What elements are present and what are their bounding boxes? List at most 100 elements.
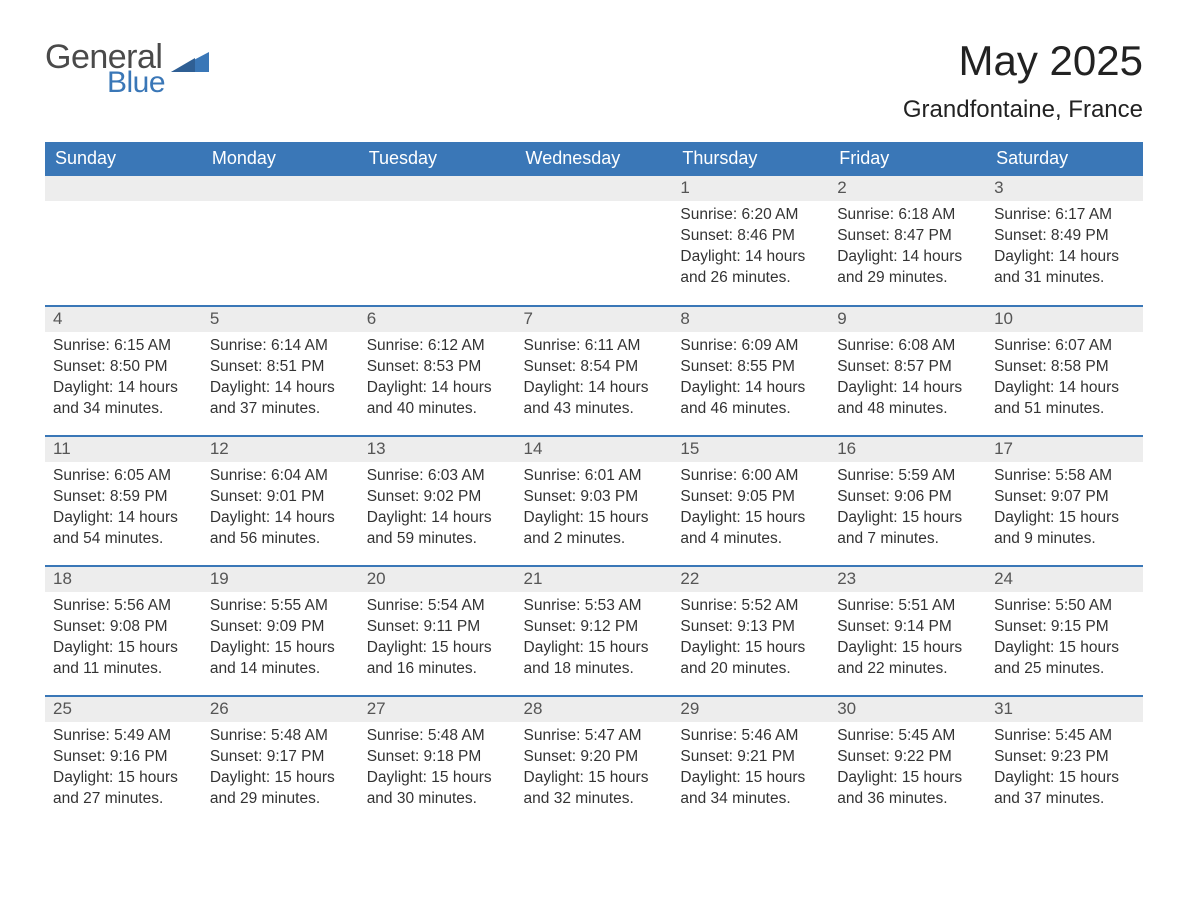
calendar-day-cell: 29Sunrise: 5:46 AMSunset: 9:21 PMDayligh… [672,696,829,826]
daylight-text: Daylight: 15 hours and 29 minutes. [210,768,351,810]
daylight-text: Daylight: 14 hours and 51 minutes. [994,378,1135,420]
day-content: Sunrise: 6:20 AMSunset: 8:46 PMDaylight:… [672,201,829,297]
calendar-day-cell: 27Sunrise: 5:48 AMSunset: 9:18 PMDayligh… [359,696,516,826]
calendar-day-cell: 19Sunrise: 5:55 AMSunset: 9:09 PMDayligh… [202,566,359,696]
daylight-text: Daylight: 14 hours and 46 minutes. [680,378,821,420]
calendar-table: SundayMondayTuesdayWednesdayThursdayFrid… [45,142,1143,826]
sunset-text: Sunset: 8:49 PM [994,226,1135,247]
sunset-text: Sunset: 8:59 PM [53,487,194,508]
day-number: 6 [359,307,516,332]
daylight-text: Daylight: 14 hours and 37 minutes. [210,378,351,420]
daylight-text: Daylight: 14 hours and 56 minutes. [210,508,351,550]
day-content: Sunrise: 5:58 AMSunset: 9:07 PMDaylight:… [986,462,1143,558]
daylight-text: Daylight: 15 hours and 22 minutes. [837,638,978,680]
day-number: 4 [45,307,202,332]
day-content: Sunrise: 6:05 AMSunset: 8:59 PMDaylight:… [45,462,202,558]
calendar-day-cell: 30Sunrise: 5:45 AMSunset: 9:22 PMDayligh… [829,696,986,826]
day-number [516,176,673,201]
sunset-text: Sunset: 9:05 PM [680,487,821,508]
day-number: 8 [672,307,829,332]
sunset-text: Sunset: 8:57 PM [837,357,978,378]
sunrise-text: Sunrise: 6:12 AM [367,336,508,357]
calendar-day-cell: 11Sunrise: 6:05 AMSunset: 8:59 PMDayligh… [45,436,202,566]
sunrise-text: Sunrise: 6:05 AM [53,466,194,487]
sunset-text: Sunset: 9:12 PM [524,617,665,638]
calendar-day-cell: 12Sunrise: 6:04 AMSunset: 9:01 PMDayligh… [202,436,359,566]
sunrise-text: Sunrise: 5:45 AM [994,726,1135,747]
day-content: Sunrise: 6:12 AMSunset: 8:53 PMDaylight:… [359,332,516,428]
sunset-text: Sunset: 9:16 PM [53,747,194,768]
daylight-text: Daylight: 15 hours and 32 minutes. [524,768,665,810]
day-content: Sunrise: 5:46 AMSunset: 9:21 PMDaylight:… [672,722,829,818]
day-content: Sunrise: 6:18 AMSunset: 8:47 PMDaylight:… [829,201,986,297]
weekday-header: Saturday [986,142,1143,176]
calendar-day-cell: 3Sunrise: 6:17 AMSunset: 8:49 PMDaylight… [986,176,1143,306]
day-content: Sunrise: 5:51 AMSunset: 9:14 PMDaylight:… [829,592,986,688]
day-content: Sunrise: 5:56 AMSunset: 9:08 PMDaylight:… [45,592,202,688]
calendar-day-cell: 16Sunrise: 5:59 AMSunset: 9:06 PMDayligh… [829,436,986,566]
sunset-text: Sunset: 9:18 PM [367,747,508,768]
calendar-day-cell: 10Sunrise: 6:07 AMSunset: 8:58 PMDayligh… [986,306,1143,436]
day-content: Sunrise: 5:50 AMSunset: 9:15 PMDaylight:… [986,592,1143,688]
day-content: Sunrise: 6:01 AMSunset: 9:03 PMDaylight:… [516,462,673,558]
daylight-text: Daylight: 14 hours and 29 minutes. [837,247,978,289]
sunset-text: Sunset: 9:06 PM [837,487,978,508]
weekday-header: Monday [202,142,359,176]
sunrise-text: Sunrise: 5:56 AM [53,596,194,617]
sunrise-text: Sunrise: 5:48 AM [367,726,508,747]
logo: General Blue [45,40,209,98]
calendar-empty-cell [359,176,516,306]
day-number: 28 [516,697,673,722]
daylight-text: Daylight: 15 hours and 9 minutes. [994,508,1135,550]
sunset-text: Sunset: 8:47 PM [837,226,978,247]
sunrise-text: Sunrise: 5:58 AM [994,466,1135,487]
calendar-empty-cell [45,176,202,306]
day-number: 29 [672,697,829,722]
sunset-text: Sunset: 9:22 PM [837,747,978,768]
day-number: 11 [45,437,202,462]
sunrise-text: Sunrise: 6:17 AM [994,205,1135,226]
calendar-day-cell: 2Sunrise: 6:18 AMSunset: 8:47 PMDaylight… [829,176,986,306]
calendar-week-row: 18Sunrise: 5:56 AMSunset: 9:08 PMDayligh… [45,566,1143,696]
day-number: 2 [829,176,986,201]
day-content: Sunrise: 6:14 AMSunset: 8:51 PMDaylight:… [202,332,359,428]
day-content: Sunrise: 5:48 AMSunset: 9:18 PMDaylight:… [359,722,516,818]
sunset-text: Sunset: 9:20 PM [524,747,665,768]
day-number: 24 [986,567,1143,592]
daylight-text: Daylight: 14 hours and 43 minutes. [524,378,665,420]
sunset-text: Sunset: 8:46 PM [680,226,821,247]
sunrise-text: Sunrise: 5:51 AM [837,596,978,617]
sunrise-text: Sunrise: 6:14 AM [210,336,351,357]
daylight-text: Daylight: 15 hours and 30 minutes. [367,768,508,810]
day-content: Sunrise: 6:15 AMSunset: 8:50 PMDaylight:… [45,332,202,428]
calendar-day-cell: 18Sunrise: 5:56 AMSunset: 9:08 PMDayligh… [45,566,202,696]
day-number: 27 [359,697,516,722]
calendar-week-row: 11Sunrise: 6:05 AMSunset: 8:59 PMDayligh… [45,436,1143,566]
day-content: Sunrise: 5:49 AMSunset: 9:16 PMDaylight:… [45,722,202,818]
day-number: 23 [829,567,986,592]
day-content: Sunrise: 6:17 AMSunset: 8:49 PMDaylight:… [986,201,1143,297]
day-content: Sunrise: 5:45 AMSunset: 9:23 PMDaylight:… [986,722,1143,818]
day-number: 5 [202,307,359,332]
sunrise-text: Sunrise: 6:09 AM [680,336,821,357]
calendar-day-cell: 6Sunrise: 6:12 AMSunset: 8:53 PMDaylight… [359,306,516,436]
day-number: 17 [986,437,1143,462]
calendar-day-cell: 28Sunrise: 5:47 AMSunset: 9:20 PMDayligh… [516,696,673,826]
calendar-day-cell: 9Sunrise: 6:08 AMSunset: 8:57 PMDaylight… [829,306,986,436]
calendar-day-cell: 21Sunrise: 5:53 AMSunset: 9:12 PMDayligh… [516,566,673,696]
sunrise-text: Sunrise: 6:20 AM [680,205,821,226]
calendar-day-cell: 13Sunrise: 6:03 AMSunset: 9:02 PMDayligh… [359,436,516,566]
calendar-day-cell: 4Sunrise: 6:15 AMSunset: 8:50 PMDaylight… [45,306,202,436]
sunrise-text: Sunrise: 5:53 AM [524,596,665,617]
sunset-text: Sunset: 9:15 PM [994,617,1135,638]
day-content: Sunrise: 5:59 AMSunset: 9:06 PMDaylight:… [829,462,986,558]
sunrise-text: Sunrise: 6:11 AM [524,336,665,357]
day-content: Sunrise: 5:47 AMSunset: 9:20 PMDaylight:… [516,722,673,818]
daylight-text: Daylight: 15 hours and 34 minutes. [680,768,821,810]
daylight-text: Daylight: 15 hours and 14 minutes. [210,638,351,680]
sunset-text: Sunset: 9:11 PM [367,617,508,638]
day-number: 21 [516,567,673,592]
calendar-day-cell: 22Sunrise: 5:52 AMSunset: 9:13 PMDayligh… [672,566,829,696]
day-number: 12 [202,437,359,462]
day-content: Sunrise: 6:08 AMSunset: 8:57 PMDaylight:… [829,332,986,428]
